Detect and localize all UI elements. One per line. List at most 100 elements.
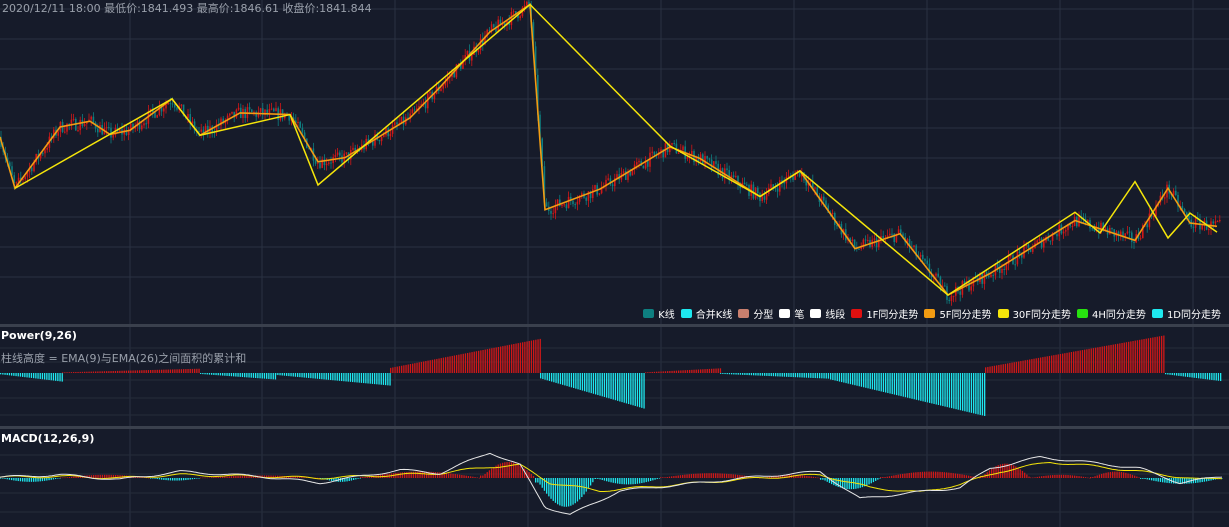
power-bar: [301, 373, 303, 378]
candle-body: [1128, 231, 1131, 233]
candle-body: [633, 164, 636, 170]
macd-histogram-bar: [1144, 478, 1146, 479]
legend-item[interactable]: 合并K线: [680, 306, 733, 321]
candle-body: [585, 197, 587, 201]
legend-item[interactable]: 1D同分走势: [1151, 306, 1221, 321]
power-bar: [746, 373, 748, 376]
macd-histogram-bar: [650, 478, 652, 481]
candle-body: [323, 159, 326, 166]
legend-swatch: [1151, 309, 1163, 318]
candle-body: [737, 176, 739, 185]
power-bar: [1075, 351, 1077, 373]
candle-body: [262, 108, 264, 115]
power-bar: [202, 373, 204, 375]
candle-body: [33, 162, 35, 172]
power-bar: [922, 373, 924, 402]
legend-item[interactable]: 笔: [779, 306, 804, 321]
candle-body: [730, 175, 733, 180]
power-bar: [856, 373, 858, 386]
candle-body: [1025, 244, 1027, 246]
macd-histogram-bar: [921, 471, 924, 478]
candle-body: [163, 108, 165, 112]
macd-histogram-bar: [248, 475, 250, 478]
legend-item[interactable]: K线: [643, 306, 675, 321]
macd-histogram-bar: [859, 478, 861, 488]
macd-histogram-bar: [79, 475, 82, 478]
macd-histogram-bar: [630, 478, 632, 485]
power-bar: [937, 373, 940, 406]
legend-item[interactable]: 30F同分走势: [997, 306, 1071, 321]
legend-item[interactable]: 线段: [810, 306, 845, 321]
macd-histogram-bar: [1151, 478, 1153, 481]
power-bar: [1202, 373, 1204, 379]
power-bar: [471, 352, 473, 373]
macd-histogram-bar: [467, 475, 470, 478]
candle-body: [396, 122, 398, 125]
macd-histogram-bar: [222, 476, 224, 478]
legend-item[interactable]: 分型: [738, 306, 773, 321]
macd-histogram-bar: [632, 478, 634, 485]
macd-histogram-bar: [174, 478, 176, 481]
power-bar: [834, 373, 836, 381]
power-bar: [1073, 351, 1075, 373]
macd-histogram-bar: [1096, 475, 1098, 478]
legend-item[interactable]: 4H同分走势: [1077, 306, 1146, 321]
candle-body: [1183, 209, 1186, 213]
power-bar: [401, 365, 403, 373]
power-bar: [882, 373, 885, 392]
macd-histogram-bar: [353, 478, 355, 481]
power-bar: [57, 373, 59, 382]
candle-body: [556, 199, 559, 206]
macd-histogram-bar: [8, 478, 11, 480]
power-bar: [697, 369, 700, 373]
power-bar: [1013, 362, 1015, 373]
power-bar: [1026, 359, 1029, 373]
candle-body: [647, 160, 649, 167]
power-bar: [584, 373, 586, 392]
power-bar: [753, 373, 755, 376]
power-bar: [1141, 339, 1143, 373]
candle-body: [1001, 268, 1003, 273]
power-bar: [1204, 373, 1206, 380]
candle-body: [805, 180, 807, 186]
macd-histogram-bar: [690, 474, 693, 478]
power-bar: [1011, 362, 1013, 373]
power-bar: [1154, 337, 1156, 373]
power-bar: [511, 344, 513, 373]
macd-histogram-bar: [617, 478, 619, 484]
candle-body: [706, 156, 708, 159]
macd-histogram-bar: [886, 476, 888, 478]
macd-histogram-bar: [419, 471, 421, 478]
candle-body: [948, 299, 950, 302]
macd-histogram-bar: [202, 477, 204, 479]
legend-item[interactable]: 5F同分走势: [924, 306, 992, 321]
macd-histogram-bar: [156, 478, 158, 480]
legend-label: 合并K线: [695, 310, 733, 321]
power-bar: [957, 373, 959, 410]
power-panel-description: 柱线高度 = EMA(9)与EMA(26)之间面积的累计和: [1, 352, 247, 365]
candle-body: [849, 237, 851, 242]
power-bar: [380, 373, 382, 385]
power-bar: [44, 373, 46, 380]
power-bar: [226, 373, 228, 376]
power-bar: [1040, 357, 1042, 373]
power-bar: [792, 373, 794, 378]
candle-body: [589, 191, 592, 199]
macd-histogram-bar: [1004, 463, 1006, 478]
power-bar: [566, 373, 568, 387]
power-bar: [915, 373, 918, 400]
power-bar: [1191, 373, 1193, 378]
power-bar: [1066, 352, 1068, 373]
candle-body: [301, 127, 304, 133]
candle-body: [383, 135, 385, 137]
power-bar: [588, 373, 590, 393]
macd-histogram-bar: [682, 474, 684, 478]
legend-item[interactable]: 1F同分走势: [851, 306, 918, 321]
power-bar: [991, 366, 993, 373]
power-bar: [617, 373, 619, 401]
macd-histogram-bar: [1134, 475, 1136, 478]
macd-histogram-bar: [1166, 478, 1168, 483]
power-bar: [70, 372, 73, 373]
candle-body: [297, 121, 299, 123]
macd-histogram-bar: [902, 473, 904, 478]
